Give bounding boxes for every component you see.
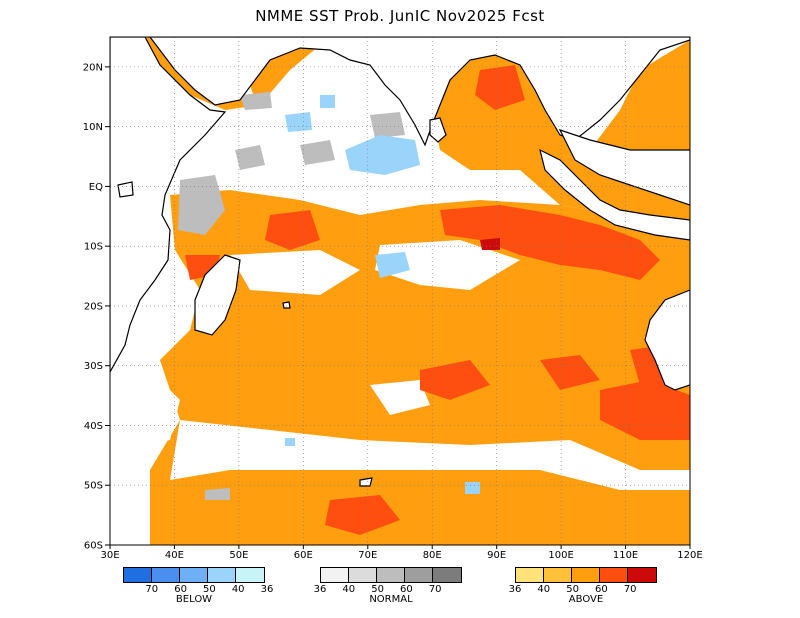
legend-above-swatch <box>628 568 656 582</box>
legend-above-tick-label: 40 <box>537 584 551 595</box>
legend-below-ticks: 70 60 50 40 36 <box>123 583 273 597</box>
lon-tick-label: 50E <box>229 550 248 560</box>
legend-below-tick-label: 50 <box>203 584 216 595</box>
land-mask <box>110 37 690 487</box>
legend-above-tick-label: 36 <box>508 584 522 595</box>
legend-below-swatch <box>236 568 264 582</box>
legend-below-tick-label: 70 <box>145 584 159 595</box>
legend-below-swatch <box>208 568 236 582</box>
legend-below-tick-label: 40 <box>231 584 245 595</box>
lat-tick-label: 20N <box>83 62 103 73</box>
lat-tick-label: 20S <box>84 301 103 312</box>
legend-normal-ticks: 36 40 50 60 70 <box>314 583 462 597</box>
lon-tick-label: 110E <box>613 550 638 560</box>
legend-normal-tick-label: 36 <box>313 584 327 595</box>
legend-below-swatch <box>180 568 208 582</box>
map-frame <box>109 36 691 546</box>
legend-normal-tick-label: 40 <box>342 584 356 595</box>
legend-above-swatch <box>572 568 600 582</box>
legend-above-tick-label: 60 <box>595 584 608 595</box>
legend-normal-swatch <box>405 568 433 582</box>
lon-tick-label: 90E <box>487 550 506 560</box>
lat-tick-label: 30S <box>84 361 103 372</box>
legend-normal-tick-label: 70 <box>428 584 442 595</box>
legend-below-swatch <box>152 568 180 582</box>
legend-above-name: ABOVE <box>568 594 604 605</box>
legend-normal-name: NORMAL <box>369 594 413 605</box>
lon-tick-label: 100E <box>548 550 573 560</box>
legend-above-ticks: 36 40 50 60 70 <box>509 583 657 597</box>
legend-normal: 36 40 50 60 70 NORMAL <box>314 567 462 605</box>
lon-tick-label: 60E <box>294 550 313 560</box>
legend-normal-swatch <box>377 568 405 582</box>
lon-tick-label: 30E <box>100 550 119 560</box>
grid-lines <box>110 37 690 545</box>
legend-above-swatch <box>516 568 544 582</box>
latitude-axis: 20N 10N EQ 10S 20S 30S 40S 50S 60S <box>83 62 110 552</box>
lat-tick-label: 60S <box>84 541 103 552</box>
lon-tick-label: 80E <box>423 550 442 560</box>
map-title: NMME SST Prob. JunIC Nov2025 Fcst <box>255 7 545 25</box>
lat-tick-label: 50S <box>84 481 103 492</box>
legend-above: 36 40 50 60 70 ABOVE <box>509 567 657 605</box>
lat-tick-label: EQ <box>89 182 103 193</box>
legend-below-tick-label: 60 <box>174 584 187 595</box>
legend-normal-tick-label: 60 <box>400 584 413 595</box>
legend-below-swatch <box>124 568 152 582</box>
legend-above-swatch <box>600 568 628 582</box>
legend-below: 70 60 50 40 36 BELOW <box>123 567 273 605</box>
legend-below-name: BELOW <box>175 594 213 605</box>
legend-above-swatch <box>544 568 572 582</box>
legend-below-tick-label: 36 <box>260 584 274 595</box>
legend-above-tick-label: 50 <box>566 584 579 595</box>
legend-normal-tick-label: 50 <box>371 584 384 595</box>
legend-normal-swatch <box>321 568 349 582</box>
longitude-axis: 30E 40E 50E 60E 70E 80E 90E 100E 110E 120E <box>100 545 703 560</box>
lon-tick-label: 70E <box>358 550 377 560</box>
lat-tick-label: 10S <box>84 242 103 253</box>
sst-probability-map: 20N 10N EQ 10S 20S 30S 40S 50S 60S 30E 40E 50E 60E 7… <box>83 36 703 560</box>
legend-above-tick-label: 70 <box>623 584 637 595</box>
lon-tick-label: 40E <box>165 550 184 560</box>
legend-below-bar <box>123 567 265 583</box>
lat-tick-label: 10N <box>83 122 103 133</box>
lon-tick-label: 120E <box>677 550 702 560</box>
legend-normal-swatch <box>349 568 377 582</box>
lat-tick-label: 40S <box>84 421 103 432</box>
legend-above-bar <box>515 567 657 583</box>
legend-normal-bar <box>320 567 462 583</box>
legend-normal-swatch <box>433 568 461 582</box>
